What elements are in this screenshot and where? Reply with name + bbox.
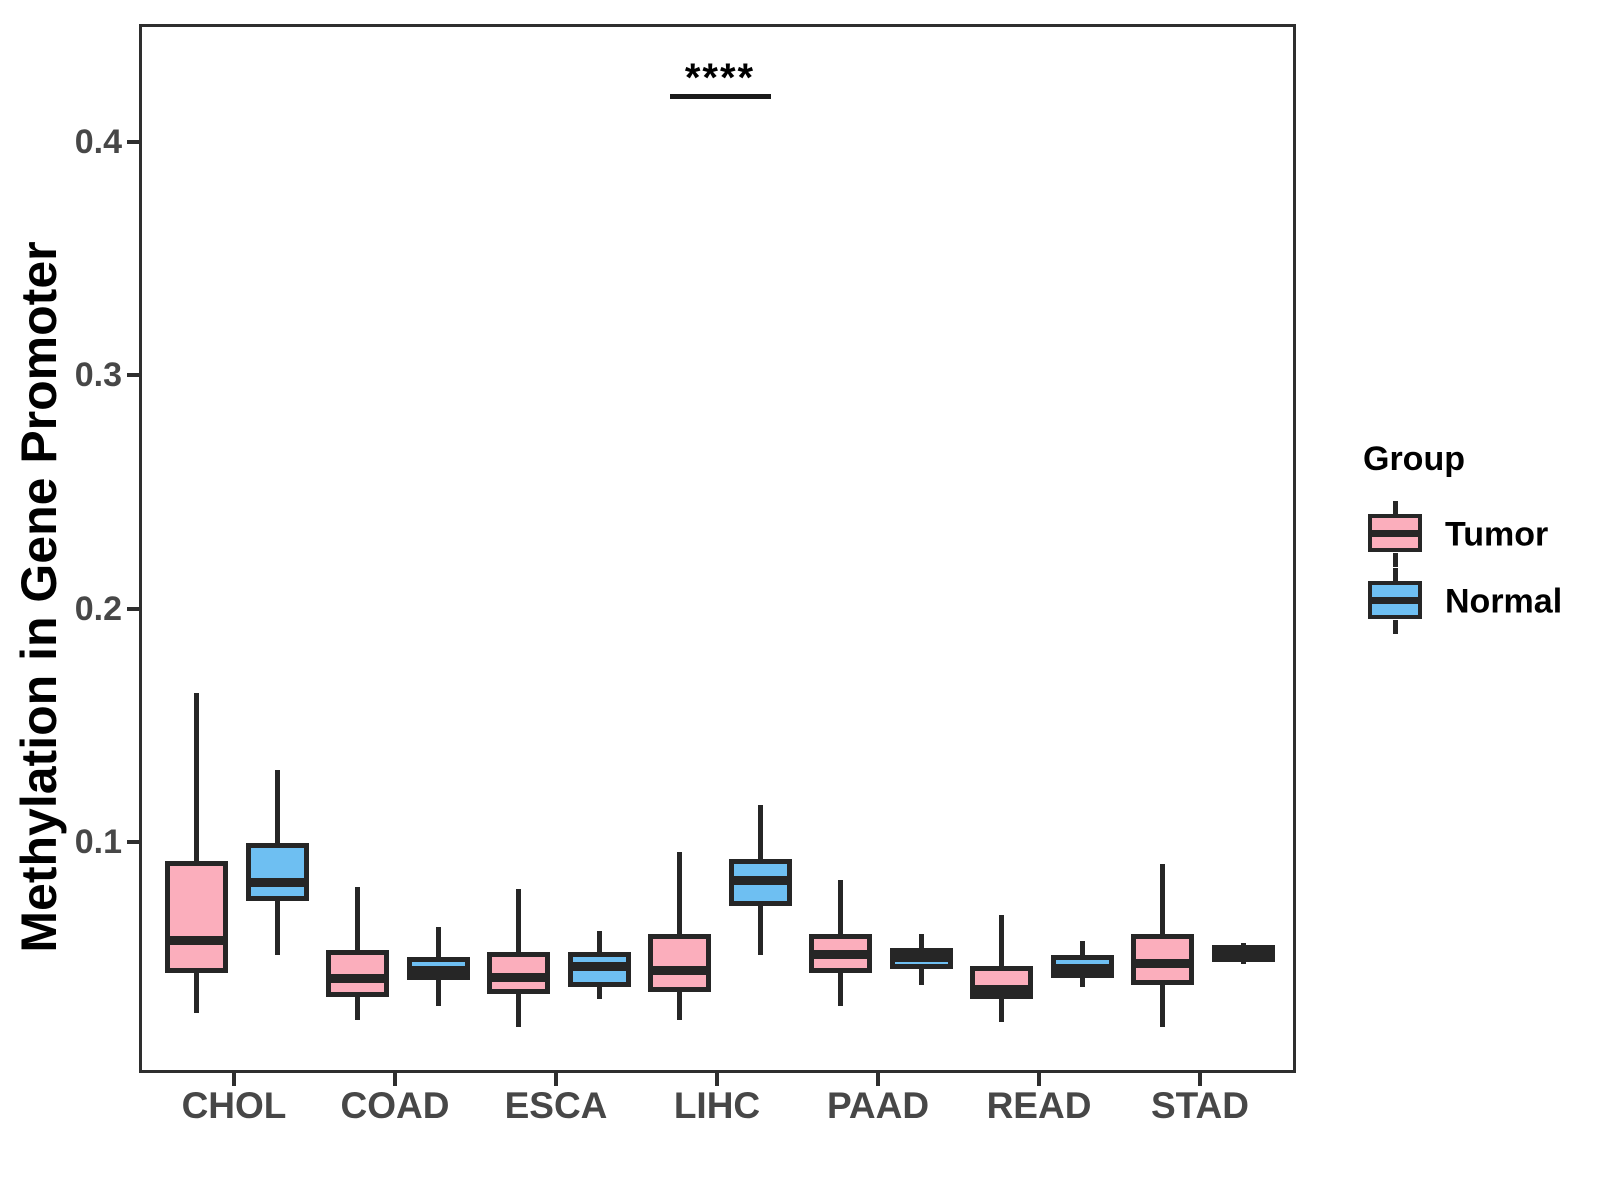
legend-glyph-whisker: [1393, 501, 1398, 515]
legend-item-normal: Normal: [1340, 568, 1600, 635]
median-coad-normal: [412, 966, 465, 976]
y-tick-label: 0.1: [74, 823, 122, 861]
median-coad-tumor: [331, 973, 384, 983]
y-tick-mark: [127, 606, 139, 611]
box-stad-normal: [1212, 945, 1275, 962]
whisker-chol-tumor: [194, 693, 199, 1013]
x-tick-mark: [876, 1073, 880, 1086]
median-lihc-normal: [734, 875, 787, 885]
box-coad-tumor: [326, 950, 389, 997]
x-tick-mark: [232, 1073, 236, 1086]
x-tick-mark: [1198, 1073, 1202, 1086]
x-tick-label-lihc: LIHC: [673, 1085, 761, 1126]
median-stad-normal: [1217, 950, 1270, 960]
box-paad-normal: [890, 947, 953, 969]
median-read-tumor: [975, 984, 1028, 994]
legend-label: Normal: [1445, 582, 1563, 620]
y-tick-mark: [127, 373, 139, 378]
significance-stars: ****: [684, 55, 756, 100]
legend-items: Tumor Normal: [1340, 501, 1600, 635]
median-paad-normal: [895, 952, 948, 962]
box-esca-tumor: [487, 952, 550, 995]
significance-line: [669, 93, 771, 99]
legend-item-tumor: Tumor: [1340, 501, 1600, 568]
median-esca-normal: [573, 961, 626, 971]
x-tick-label-esca: ESCA: [504, 1085, 608, 1126]
x-tick-mark: [715, 1073, 719, 1086]
x-tick-label-chol: CHOL: [181, 1085, 287, 1126]
legend-glyph-median: [1372, 596, 1418, 604]
median-paad-tumor: [814, 950, 867, 960]
legend-glyph-median: [1372, 529, 1418, 537]
y-tick-label: 0.3: [74, 356, 122, 395]
y-tick-label: 0.4: [74, 123, 122, 161]
box-coad-normal: [407, 957, 470, 981]
box-chol-tumor: [165, 861, 228, 974]
legend-glyph-box: [1368, 514, 1422, 552]
y-tick-mark: [127, 140, 139, 144]
legend-glyph-whisker: [1393, 620, 1398, 634]
box-read-normal: [1051, 954, 1114, 978]
box-lihc-normal: [729, 859, 792, 906]
legend-glyph-whisker: [1393, 553, 1398, 567]
box-read-tumor: [970, 966, 1033, 999]
x-tick-label-paad: PAAD: [826, 1085, 930, 1126]
median-stad-tumor: [1136, 959, 1189, 969]
x-tick-mark: [1037, 1073, 1041, 1086]
y-tick-mark: [127, 840, 139, 844]
x-tick-label-stad: STAD: [1151, 1085, 1249, 1126]
median-read-normal: [1056, 963, 1109, 973]
median-esca-tumor: [492, 973, 545, 983]
x-tick-label-coad: COAD: [340, 1085, 450, 1126]
legend-title: Group: [1363, 440, 1465, 478]
legend-glyph-whisker: [1393, 568, 1398, 582]
legend-label: Tumor: [1445, 515, 1549, 553]
median-chol-tumor: [170, 936, 223, 946]
median-chol-normal: [251, 877, 304, 887]
box-esca-normal: [568, 952, 631, 988]
box-stad-tumor: [1131, 933, 1194, 985]
y-tick-label: 0.2: [74, 589, 122, 628]
x-tick-mark: [393, 1073, 397, 1086]
median-lihc-tumor: [653, 966, 706, 976]
legend-boxplot-glyph: [1368, 501, 1422, 568]
x-tick-mark: [554, 1073, 558, 1086]
legend: Group Tumor Normal: [1340, 440, 1600, 635]
box-chol-normal: [246, 842, 309, 901]
box-paad-tumor: [809, 933, 872, 974]
plot-panel: ****: [139, 24, 1296, 1073]
box-lihc-tumor: [648, 933, 711, 992]
legend-glyph-box: [1368, 581, 1422, 619]
x-tick-label-read: READ: [986, 1085, 1092, 1126]
legend-boxplot-glyph: [1368, 568, 1422, 635]
